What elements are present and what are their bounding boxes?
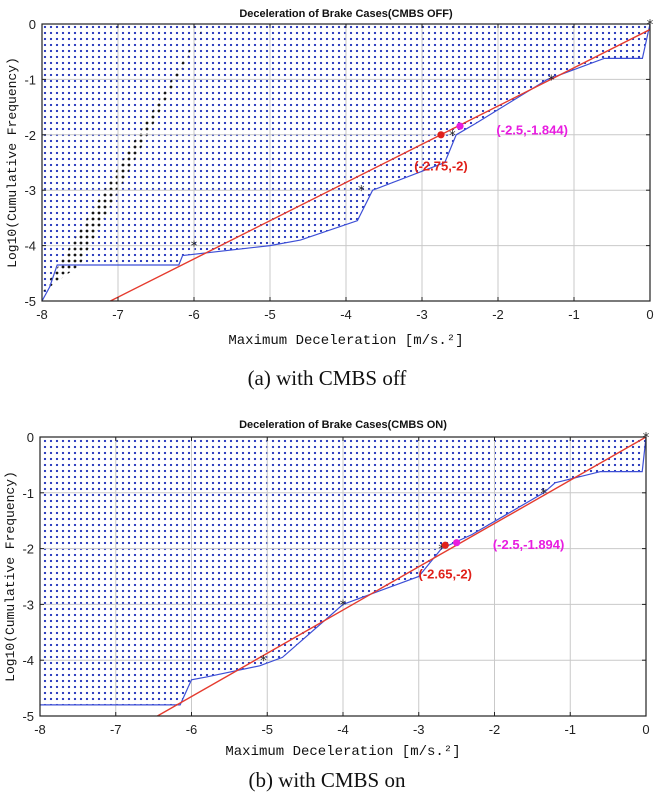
x-tick-label: -4 — [340, 307, 352, 322]
y-tick-label: -2 — [24, 128, 36, 143]
annotation-point — [453, 539, 461, 547]
sample-point-marker: * — [260, 654, 267, 669]
sample-point-marker: * — [358, 184, 365, 199]
y-tick-label: -2 — [22, 542, 34, 557]
x-tick-label: 0 — [642, 722, 649, 737]
y-tick-label: -1 — [24, 72, 36, 87]
x-tick-label: -1 — [564, 722, 576, 737]
caption-b: (b) with CMBS on — [248, 768, 406, 792]
chart-title: Deceleration of Brake Cases(CMBS ON) — [239, 419, 447, 431]
x-tick-label: -2 — [492, 307, 504, 322]
y-tick-label: -5 — [22, 709, 34, 724]
x-tick-label: -2 — [489, 722, 501, 737]
sample-point-marker: * — [438, 543, 445, 558]
y-axis-label: Log10(Cumulative Frequency) — [3, 471, 18, 682]
sample-point-marker: * — [340, 598, 347, 613]
x-tick-label: -1 — [568, 307, 580, 322]
black-dotted-region — [42, 24, 206, 293]
x-tick-label: -3 — [416, 307, 428, 322]
x-tick-label: -7 — [112, 307, 124, 322]
annotation-label: (-2.75,-2) — [414, 158, 467, 173]
x-tick-label: -4 — [337, 722, 349, 737]
y-axis-label: Log10(Cumulative Frequency) — [5, 57, 20, 268]
x-tick-label: -8 — [36, 307, 48, 322]
x-tick-label: -6 — [188, 307, 200, 322]
annotation-label: (-2.5,-1.844) — [496, 122, 568, 137]
sample-point-marker: * — [548, 73, 555, 88]
y-tick-label: -3 — [22, 597, 34, 612]
y-tick-label: -3 — [24, 183, 36, 198]
x-axis-label: Maximum Deceleration [m/s.²] — [225, 744, 460, 760]
x-tick-label: -3 — [413, 722, 425, 737]
annotation-point — [437, 131, 445, 139]
fitted-line — [110, 28, 650, 301]
y-tick-label: -5 — [24, 294, 36, 309]
x-axis-label: Maximum Deceleration [m/s.²] — [228, 333, 463, 349]
sample-point-marker: * — [191, 240, 198, 255]
caption-a: (a) with CMBS off — [247, 366, 407, 390]
annotation-point — [456, 122, 464, 130]
x-tick-label: 0 — [646, 307, 653, 322]
y-tick-label: -4 — [22, 653, 34, 668]
x-tick-label: -5 — [261, 722, 273, 737]
y-tick-label: -1 — [22, 486, 34, 501]
annotation-label: (-2.65,-2) — [419, 567, 472, 582]
chart-panel-a: *****(-2.75,-2)(-2.5,-1.844)-8-7-6-5-4-3… — [5, 8, 654, 349]
annotation-label: (-2.5,-1.894) — [493, 537, 565, 552]
y-tick-label: -4 — [24, 239, 36, 254]
x-tick-label: -8 — [34, 722, 46, 737]
x-tick-label: -5 — [264, 307, 276, 322]
y-tick-label: 0 — [29, 17, 36, 32]
chart-panel-b: *****(-2.65,-2)(-2.5,-1.894)-8-7-6-5-4-3… — [3, 419, 650, 760]
sample-point-marker: * — [449, 129, 456, 144]
annotation-point — [441, 541, 449, 549]
fitted-line — [157, 437, 646, 716]
x-tick-label: -7 — [110, 722, 122, 737]
x-tick-label: -6 — [186, 722, 198, 737]
y-tick-label: 0 — [27, 430, 34, 445]
chart-title: Deceleration of Brake Cases(CMBS OFF) — [239, 8, 453, 20]
sample-point-marker: * — [540, 487, 547, 502]
cumulative-curve — [40, 437, 646, 706]
